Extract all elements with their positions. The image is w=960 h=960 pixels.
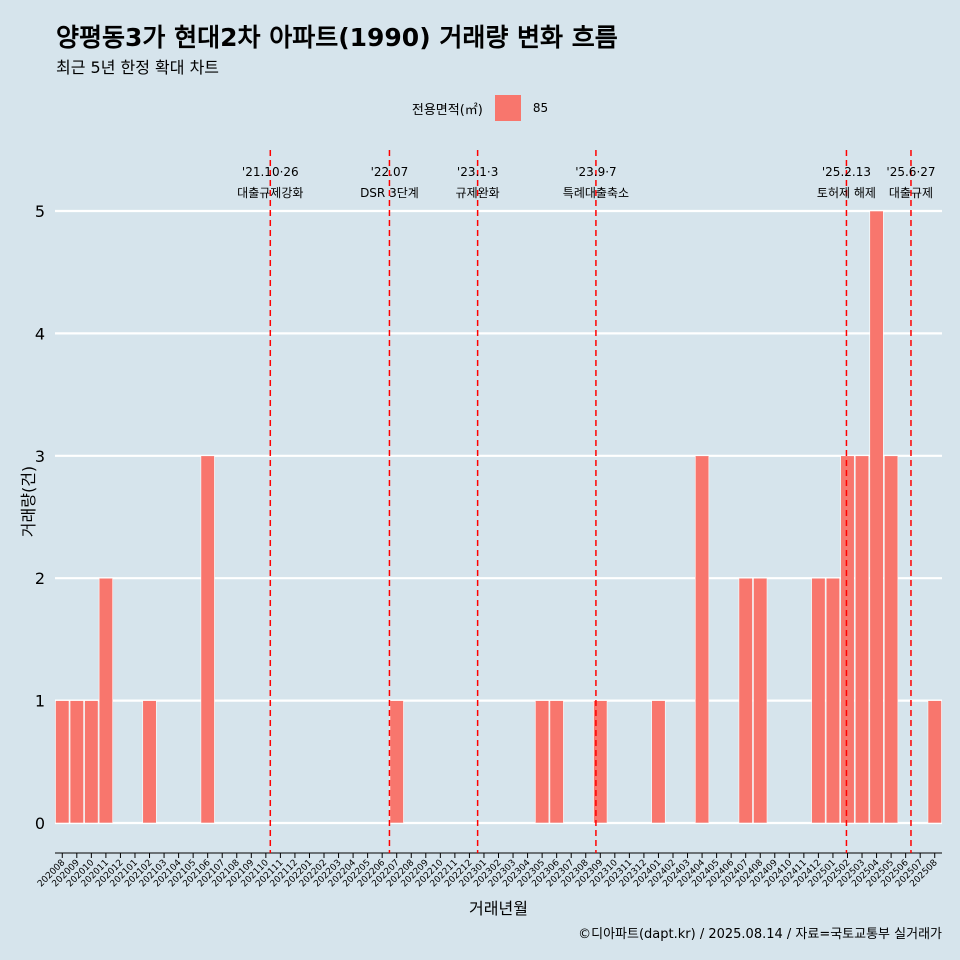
bar: [884, 455, 899, 824]
bar: [55, 700, 70, 824]
bar: [98, 577, 113, 824]
y-tick-label: 3: [35, 447, 45, 466]
chart-title: 양평동3가 현대2차 아파트(1990) 거래량 변화 흐름: [56, 23, 618, 52]
annotation-date: '25.6·27: [886, 165, 935, 179]
legend-item-label: 85: [532, 101, 549, 115]
annotation-label: 규제완화: [456, 186, 500, 200]
bar: [825, 577, 841, 824]
y-axis-title: 거래량(건): [19, 466, 38, 537]
bar: [738, 577, 753, 824]
annotation-date: '21.10·26: [242, 165, 299, 179]
bar: [549, 700, 564, 824]
bar: [869, 210, 884, 824]
annotation-date: '23.9·7: [575, 165, 616, 179]
annotation-date: '22.07: [371, 165, 409, 179]
y-tick-label: 5: [35, 202, 45, 221]
legend-title: 전용면적(㎡): [411, 102, 483, 118]
annotation-date: '23.1·3: [457, 165, 498, 179]
bar: [593, 700, 608, 824]
bar: [69, 700, 84, 824]
legend: 전용면적(㎡) 85: [0, 93, 960, 123]
chart-subtitle: 최근 5년 한정 확대 차트: [56, 58, 220, 77]
annotation-label: DSR 3단계: [360, 186, 419, 200]
y-tick-label: 4: [35, 324, 45, 343]
legend-swatch: [494, 95, 521, 121]
y-tick-label: 0: [35, 814, 45, 833]
bar: [535, 700, 550, 824]
bar: [840, 455, 855, 824]
source-caption: ©디아파트(dapt.kr) / 2025.08.14 / 자료=국토교통부 실…: [578, 927, 942, 942]
bar: [753, 577, 768, 824]
bar: [854, 455, 870, 824]
bar: [142, 700, 157, 824]
annotation-label: 대출규제강화: [237, 186, 303, 200]
annotation-label: 특례대출축소: [563, 186, 629, 200]
annotation-label: 대출규제: [889, 186, 933, 200]
bar: [927, 700, 942, 824]
bar: [695, 455, 710, 824]
bar: [389, 700, 404, 824]
annotation-label: 토허제 해제: [817, 186, 876, 200]
y-tick-label: 2: [35, 569, 45, 588]
y-tick-label: 1: [35, 692, 45, 711]
bar: [200, 455, 215, 824]
bar: [84, 700, 99, 824]
x-axis-title: 거래년월: [469, 899, 528, 918]
bar: [651, 700, 666, 824]
bar: [811, 577, 826, 824]
annotation-date: '25.2.13: [822, 165, 871, 179]
